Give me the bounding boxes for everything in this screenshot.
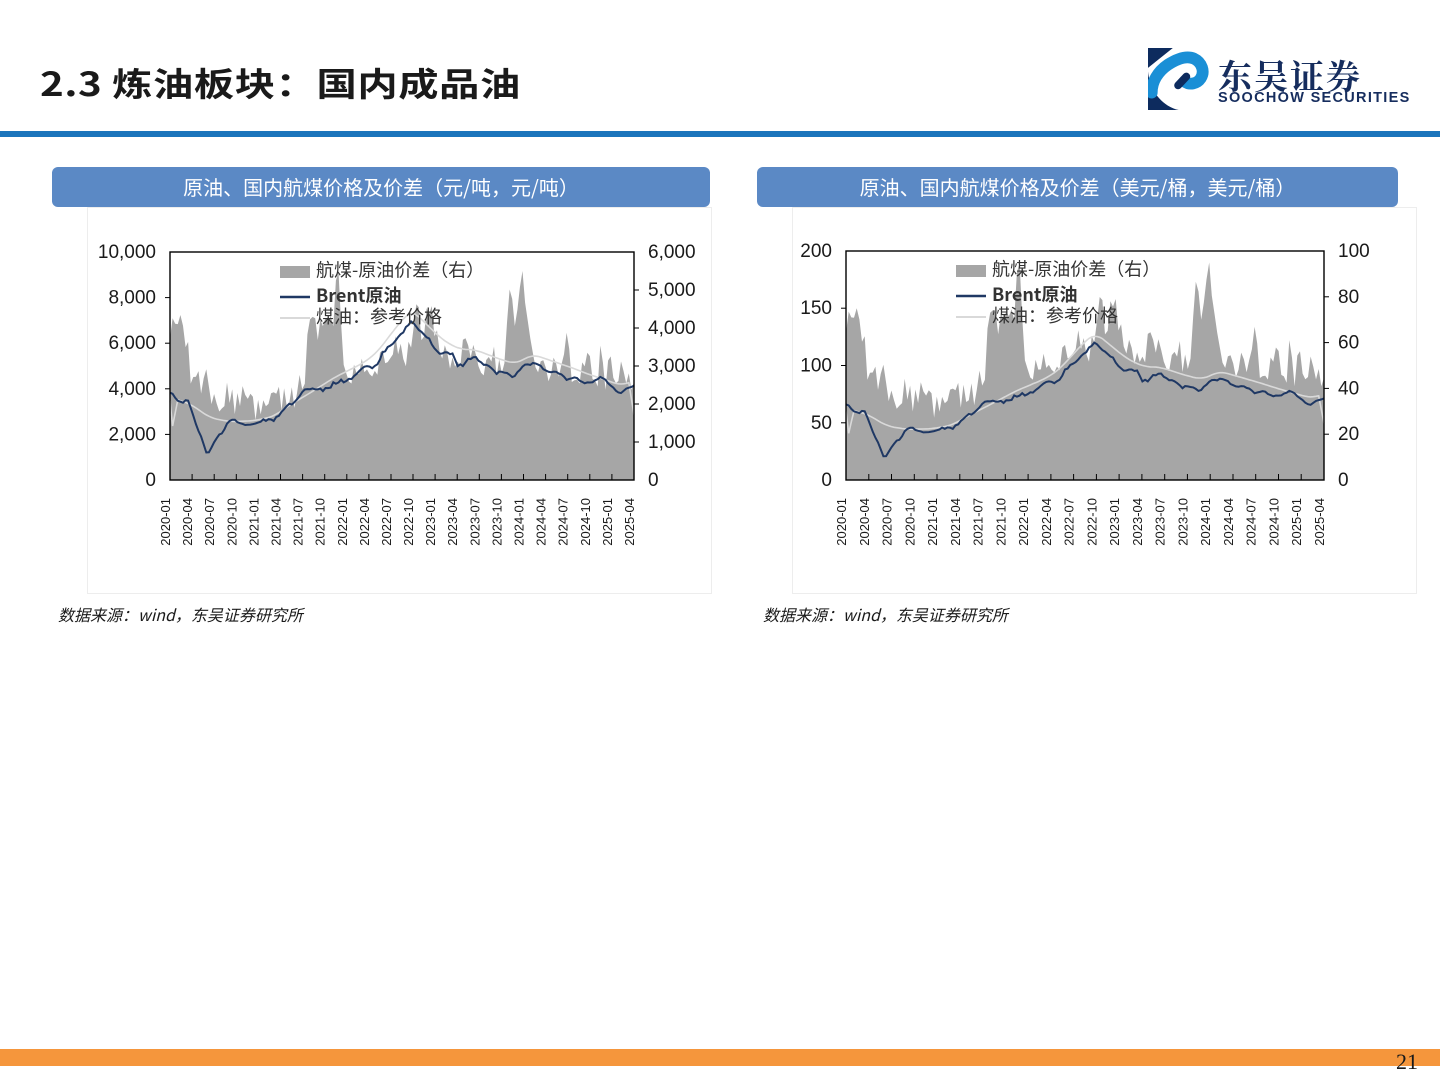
svg-text:航煤-原油价差（右）: 航煤-原油价差（右） xyxy=(992,256,1160,282)
svg-text:2023-04: 2023-04 xyxy=(1130,498,1145,546)
svg-text:2020-04: 2020-04 xyxy=(180,498,195,546)
svg-text:2024-01: 2024-01 xyxy=(1198,498,1213,546)
svg-text:2021-10: 2021-10 xyxy=(993,498,1008,546)
svg-text:2024-04: 2024-04 xyxy=(1221,498,1236,546)
svg-text:2025-01: 2025-01 xyxy=(1289,498,1304,546)
svg-text:10,000: 10,000 xyxy=(98,242,156,263)
svg-text:0: 0 xyxy=(821,470,832,491)
svg-text:航煤-原油价差（右）: 航煤-原油价差（右） xyxy=(316,257,484,283)
svg-text:2022-04: 2022-04 xyxy=(1039,498,1054,546)
svg-text:2021-07: 2021-07 xyxy=(971,498,986,546)
svg-text:2022-01: 2022-01 xyxy=(335,498,350,546)
svg-text:煤油：参考价格: 煤油：参考价格 xyxy=(992,302,1118,328)
svg-text:5,000: 5,000 xyxy=(648,280,696,301)
svg-text:2020-10: 2020-10 xyxy=(224,498,239,546)
svg-text:2023-10: 2023-10 xyxy=(489,498,504,546)
svg-text:1,000: 1,000 xyxy=(648,432,696,453)
svg-text:4,000: 4,000 xyxy=(108,379,156,400)
svg-text:2023-01: 2023-01 xyxy=(423,498,438,546)
svg-text:2024-10: 2024-10 xyxy=(1267,498,1282,546)
svg-text:2024-10: 2024-10 xyxy=(578,498,593,546)
svg-text:2023-07: 2023-07 xyxy=(1153,498,1168,546)
svg-text:150: 150 xyxy=(800,298,832,319)
svg-text:煤油：参考价格: 煤油：参考价格 xyxy=(316,303,442,329)
svg-text:2023-07: 2023-07 xyxy=(467,498,482,546)
svg-text:60: 60 xyxy=(1338,333,1359,354)
svg-text:2022-10: 2022-10 xyxy=(1084,498,1099,546)
svg-text:2024-07: 2024-07 xyxy=(1244,498,1259,546)
svg-text:100: 100 xyxy=(800,356,832,377)
svg-text:2022-04: 2022-04 xyxy=(357,498,372,546)
svg-text:2024-04: 2024-04 xyxy=(534,498,549,546)
svg-text:2022-07: 2022-07 xyxy=(1062,498,1077,546)
svg-text:6,000: 6,000 xyxy=(108,333,156,354)
svg-text:2021-04: 2021-04 xyxy=(948,498,963,546)
svg-text:2022-07: 2022-07 xyxy=(379,498,394,546)
svg-text:8,000: 8,000 xyxy=(108,288,156,309)
svg-text:2020-10: 2020-10 xyxy=(902,498,917,546)
svg-text:2023-04: 2023-04 xyxy=(445,498,460,546)
svg-text:2021-07: 2021-07 xyxy=(291,498,306,546)
svg-text:100: 100 xyxy=(1338,241,1370,262)
svg-text:2025-04: 2025-04 xyxy=(1312,498,1327,546)
svg-text:2023-10: 2023-10 xyxy=(1175,498,1190,546)
svg-text:2021-01: 2021-01 xyxy=(246,498,261,546)
svg-text:40: 40 xyxy=(1338,378,1359,399)
svg-text:0: 0 xyxy=(1338,470,1349,491)
svg-text:2,000: 2,000 xyxy=(108,424,156,445)
svg-text:2020-07: 2020-07 xyxy=(880,498,895,546)
svg-text:20: 20 xyxy=(1338,424,1359,445)
svg-text:2024-07: 2024-07 xyxy=(556,498,571,546)
svg-text:2020-04: 2020-04 xyxy=(857,498,872,546)
svg-text:2020-01: 2020-01 xyxy=(158,498,173,546)
svg-text:2021-01: 2021-01 xyxy=(925,498,940,546)
svg-text:4,000: 4,000 xyxy=(648,318,696,339)
svg-text:2021-04: 2021-04 xyxy=(269,498,284,546)
svg-text:2,000: 2,000 xyxy=(648,394,696,415)
svg-text:80: 80 xyxy=(1338,287,1359,308)
svg-text:2025-04: 2025-04 xyxy=(622,498,637,546)
svg-text:2022-10: 2022-10 xyxy=(401,498,416,546)
svg-text:0: 0 xyxy=(648,470,659,491)
svg-text:2020-07: 2020-07 xyxy=(202,498,217,546)
svg-text:50: 50 xyxy=(811,413,832,434)
svg-text:3,000: 3,000 xyxy=(648,356,696,377)
svg-text:2022-01: 2022-01 xyxy=(1016,498,1031,546)
svg-text:200: 200 xyxy=(800,241,832,262)
svg-text:0: 0 xyxy=(145,470,156,491)
svg-text:2020-01: 2020-01 xyxy=(834,498,849,546)
svg-text:6,000: 6,000 xyxy=(648,242,696,263)
svg-text:2023-01: 2023-01 xyxy=(1107,498,1122,546)
svg-text:2024-01: 2024-01 xyxy=(512,498,527,546)
svg-text:2021-10: 2021-10 xyxy=(313,498,328,546)
svg-text:2025-01: 2025-01 xyxy=(600,498,615,546)
